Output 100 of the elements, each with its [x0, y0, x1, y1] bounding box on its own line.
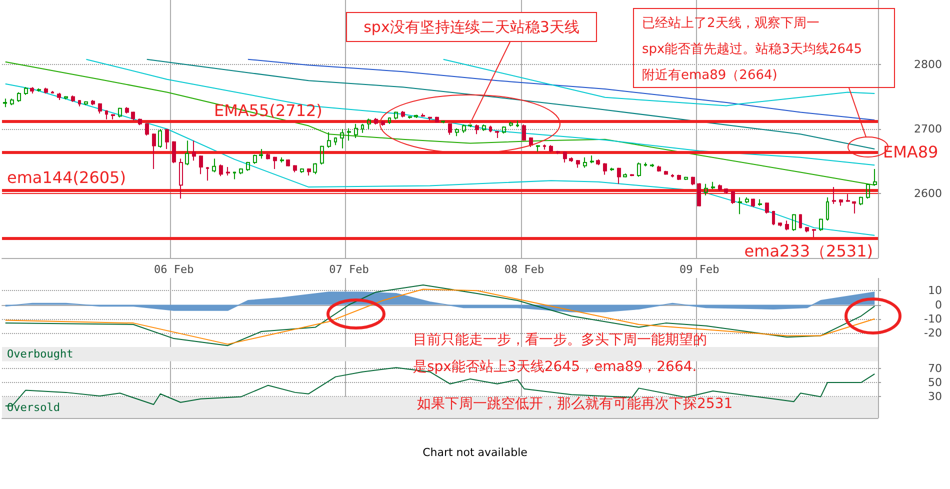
candlestick: [697, 182, 701, 207]
candlestick: [179, 158, 183, 200]
y-tick-label: 70: [928, 362, 942, 375]
candlestick: [718, 184, 722, 192]
candlestick: [105, 110, 108, 120]
candlestick: [623, 173, 627, 178]
band-label: Overbought: [7, 348, 74, 361]
candlestick: [805, 226, 809, 233]
candlestick: [671, 174, 674, 178]
x-tick-label: 06 Feb: [154, 263, 194, 276]
candlestick: [131, 111, 135, 122]
candlestick: [751, 198, 755, 208]
candlestick: [111, 114, 115, 120]
y-tick-label: 2800: [914, 58, 942, 71]
candlestick: [637, 162, 641, 178]
candlestick: [286, 158, 290, 167]
line-series: [4, 83, 876, 236]
candlestick: [664, 170, 668, 176]
candlestick: [394, 111, 398, 120]
candlestick: [78, 99, 81, 107]
x-tick-label: 09 Feb: [680, 263, 720, 276]
ref-line-label: ema233（2531): [744, 242, 873, 261]
candlestick: [381, 120, 385, 126]
band-label: Oversold: [7, 400, 60, 414]
candlestick: [266, 153, 270, 160]
candlestick: [462, 124, 466, 134]
candlestick: [556, 150, 560, 155]
y-tick-label: 2600: [914, 187, 942, 200]
x-tick-label: 07 Feb: [329, 263, 369, 276]
candlestick: [199, 154, 203, 175]
candlestick: [509, 121, 513, 127]
candlestick: [259, 148, 263, 160]
candlestick: [468, 124, 472, 128]
line-series: [86, 58, 876, 166]
annotation: 如果下周一跳空低开，那么就有可能再次下探2531: [417, 396, 733, 412]
candlestick: [603, 162, 607, 176]
candlestick: [495, 130, 499, 139]
candlestick: [226, 166, 230, 176]
ref-line-label: EMA89: [883, 142, 938, 162]
candlestick: [165, 128, 169, 150]
candlestick: [522, 124, 526, 142]
candlestick: [367, 118, 371, 130]
candlestick: [408, 116, 412, 120]
candlestick: [300, 168, 304, 174]
line-series: [4, 61, 876, 186]
candlestick: [57, 92, 61, 100]
candlestick: [448, 122, 452, 136]
candlestick: [340, 128, 344, 149]
candlestick: [273, 156, 277, 170]
candlestick: [691, 176, 695, 186]
candlestick: [489, 125, 492, 133]
candlestick: [846, 194, 850, 202]
candlestick: [30, 86, 34, 94]
candlestick: [617, 167, 621, 184]
candlestick: [233, 171, 236, 180]
candlestick: [84, 100, 88, 106]
candlestick: [866, 183, 870, 200]
candlestick: [839, 198, 843, 206]
candlestick: [826, 196, 829, 222]
candlestick: [819, 218, 823, 232]
candlestick: [3, 98, 7, 108]
candlestick: [772, 210, 775, 226]
candlestick: [502, 126, 506, 134]
candlestick: [212, 158, 216, 173]
candlestick: [354, 123, 358, 139]
candlestick: [361, 123, 364, 134]
candlestick: [731, 190, 735, 204]
y-tick-label: 30: [928, 390, 942, 404]
y-tick-label: -20: [924, 326, 942, 340]
candlestick: [832, 186, 836, 204]
x-tick-label: 08 Feb: [504, 263, 544, 276]
candlestick: [192, 140, 196, 162]
candlestick: [320, 145, 324, 165]
candlestick: [765, 202, 769, 214]
text: Chart not available: [422, 446, 528, 459]
y-tick-label: 0: [935, 298, 942, 312]
y-tick-label: 2700: [914, 122, 942, 136]
candlestick: [307, 168, 311, 176]
candlestick: [435, 116, 439, 124]
candlestick: [414, 114, 418, 119]
candlestick: [125, 106, 129, 114]
candlestick: [280, 156, 284, 164]
candlestick: [650, 163, 654, 168]
candlestick: [677, 174, 681, 180]
candlestick: [374, 118, 378, 125]
candlestick: [388, 116, 391, 124]
candlestick: [569, 156, 573, 162]
candlestick: [421, 113, 425, 118]
candlestick: [475, 124, 479, 135]
annotation: spx没有坚持连续二天站稳3天线: [346, 12, 597, 42]
candlestick: [812, 228, 816, 238]
candlestick: [428, 116, 432, 122]
candlestick: [630, 174, 634, 177]
candlestick: [185, 140, 189, 166]
candlestick: [704, 183, 708, 196]
ref-line-label: ema144(2605): [7, 168, 126, 187]
candlestick: [10, 98, 14, 106]
candlestick: [253, 154, 257, 164]
candlestick: [529, 136, 533, 148]
candlestick: [71, 94, 75, 102]
